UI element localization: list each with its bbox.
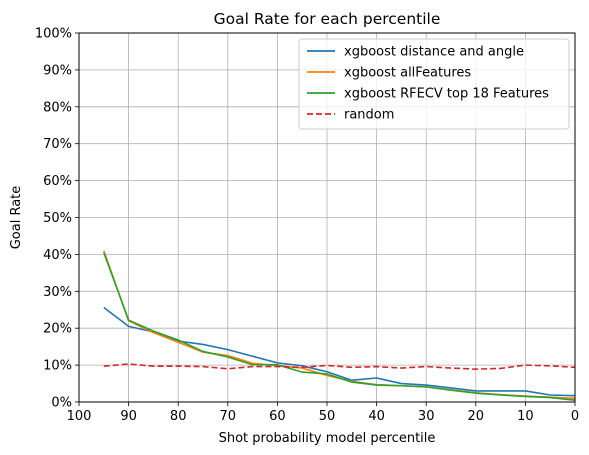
series-line-3 <box>103 363 576 370</box>
y-tick-label: 70% <box>43 137 72 152</box>
y-tick-label: 90% <box>43 63 72 78</box>
x-tick-label: 90 <box>120 409 137 424</box>
series-lines <box>103 250 576 401</box>
y-tick-label: 30% <box>43 285 72 300</box>
x-tick-label: 60 <box>269 409 286 424</box>
y-tick-label: 50% <box>43 211 72 226</box>
legend-label: xgboost allFeatures <box>344 66 471 81</box>
y-tick-label: 10% <box>43 359 72 374</box>
x-tick-label: 100 <box>67 409 92 424</box>
x-axis-label: Shot probability model percentile <box>219 431 436 446</box>
x-tick-label: 40 <box>368 409 385 424</box>
x-tick-label: 50 <box>319 409 336 424</box>
x-tick-label: 30 <box>418 409 435 424</box>
x-tick-label: 0 <box>571 409 579 424</box>
y-tick-label: 40% <box>43 248 72 263</box>
y-tick-label: 60% <box>43 174 72 189</box>
legend-label: random <box>344 108 394 123</box>
x-tick-label: 10 <box>517 409 534 424</box>
y-axis-label: Goal Rate <box>9 186 24 250</box>
axis-ticks: 100 90 80 70 60 50 40 30 20 10 00%10%20%30%40%50%6… <box>35 27 579 425</box>
y-tick-label: 100% <box>35 27 72 42</box>
y-tick-label: 80% <box>43 100 72 115</box>
x-tick-label: 70 <box>220 409 237 424</box>
x-tick-label: 20 <box>468 409 485 424</box>
legend-box <box>298 38 570 130</box>
chart-title: Goal Rate for each percentile <box>214 10 441 28</box>
legend-label: xgboost RFECV top 18 Features <box>344 87 549 102</box>
legend: xgboost distance and angle xgboost allFea… <box>298 38 570 130</box>
x-tick-label: 80 <box>170 409 187 424</box>
y-tick-label: 20% <box>43 322 72 337</box>
series-line-2 <box>103 252 576 401</box>
y-tick-label: 0% <box>51 396 72 411</box>
legend-label: xgboost distance and angle <box>344 45 524 60</box>
